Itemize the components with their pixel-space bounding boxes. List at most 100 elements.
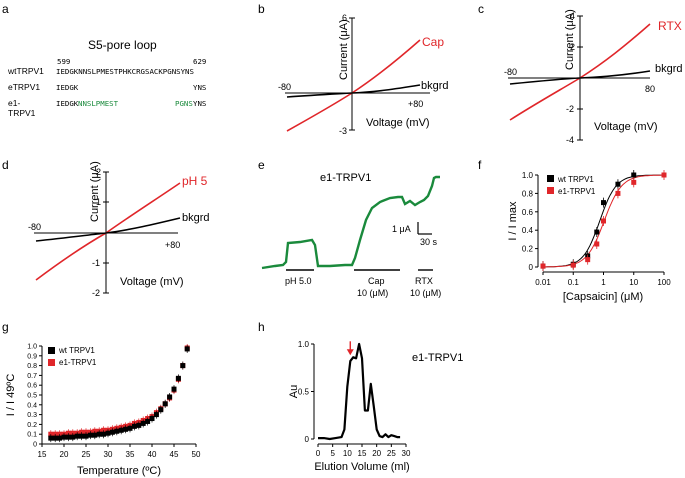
data-point — [101, 427, 107, 433]
panel-letter-g: g — [2, 320, 9, 334]
chart-title: e1-TRPV1 — [412, 352, 463, 364]
x-tick-label: 40 — [148, 450, 157, 459]
data-point — [65, 434, 71, 440]
stim-rtx-conc: 10 (μM) — [410, 288, 441, 298]
bkgrd-current-trace — [509, 70, 651, 85]
panel-b-axes — [285, 17, 430, 131]
panel-letter-e: e — [258, 158, 265, 172]
x-tick-label-right: 80 — [645, 84, 655, 94]
data-point — [175, 376, 181, 382]
y-tick-label-m2: -2 — [566, 104, 574, 114]
data-point — [70, 434, 76, 440]
data-point — [162, 401, 168, 407]
arrow-head-icon — [346, 349, 354, 356]
y-axis-label: I / I max — [507, 201, 519, 241]
data-point — [149, 416, 155, 422]
data-point — [127, 422, 133, 428]
scale-x-label: 30 s — [420, 237, 438, 247]
data-point — [70, 430, 76, 436]
y-tick-label-1: 1 — [96, 197, 101, 207]
data-point — [661, 172, 667, 178]
x-axis-label: Temperature (ºC) — [77, 465, 161, 477]
data-point — [61, 434, 67, 440]
seq-residues: IEDGKNNSLPMESTPHKCRGSACKPGNSYNS — [56, 67, 194, 76]
seq-end-number: 629 — [193, 57, 207, 66]
panel-letter-c: c — [478, 2, 484, 16]
y-tick-label: 0.8 — [27, 363, 37, 370]
seq-row-name: wtTRPV1 — [8, 66, 44, 76]
y-tick-label-2: 2 — [96, 167, 101, 177]
legend-marker — [547, 187, 554, 194]
stim-cap-conc: 10 (μM) — [357, 288, 388, 298]
y-tick-label: 0.8 — [522, 189, 534, 198]
data-point — [180, 363, 186, 369]
data-point — [123, 426, 129, 432]
x-tick-label: 30 — [402, 449, 411, 458]
data-point — [131, 420, 137, 426]
panel-letter-b: b — [258, 2, 265, 16]
data-point — [153, 410, 159, 416]
x-tick-label: 10 — [343, 449, 352, 458]
legend-marker — [48, 359, 55, 366]
e-title: e1-TRPV1 — [320, 172, 371, 184]
x-tick-label: 1 — [601, 278, 606, 287]
data-point — [540, 263, 546, 269]
x-tick-label: 30 — [104, 450, 113, 459]
y-tick-label-m1: -1 — [92, 258, 100, 268]
data-point — [92, 428, 98, 434]
data-point — [83, 429, 89, 435]
y-tick-label-4: 4 — [570, 11, 575, 21]
data-point — [65, 430, 71, 436]
y-tick-label-m2: -2 — [92, 288, 100, 298]
data-point — [105, 430, 111, 436]
y-tick-label: 0.7 — [27, 373, 37, 380]
data-point — [145, 416, 151, 422]
x-tick-label: 20 — [372, 449, 381, 458]
x-tick-label: 15 — [358, 449, 367, 458]
stim-rtx-label: RTX — [415, 276, 433, 286]
data-point — [171, 386, 177, 392]
y-axis-label: Au — [288, 385, 300, 398]
data-point — [114, 425, 120, 431]
data-point — [158, 407, 164, 413]
x-axis-label: Elution Volume (ml) — [314, 461, 409, 473]
y-tick-label: 0.3 — [27, 412, 37, 419]
y-tick-label: 0.4 — [27, 402, 37, 409]
panel-a-sequence-alignment: S5-pore loop 599 629 wtTRPV1 IEDGKNNSLPM… — [0, 0, 250, 150]
seq-row-name: e1-TRPV1 — [8, 98, 36, 118]
rtx-label: RTX — [658, 19, 682, 33]
x-tick-label: 0.1 — [568, 278, 580, 287]
seq-residues-tail: YNS — [193, 99, 207, 108]
seq-residues-green-2: PGNS — [175, 99, 193, 108]
data-point — [570, 262, 576, 268]
y-tick-label: 1.0 — [522, 171, 534, 180]
y-axis-label: Current (μA) — [89, 161, 101, 222]
scale-y-label: 1 μA — [392, 224, 411, 234]
x-tick-label: 5 — [330, 449, 335, 458]
elution-trace — [318, 342, 401, 441]
y-tick-label-bottom: -3 — [339, 126, 347, 136]
data-point — [48, 435, 54, 441]
data-point — [118, 427, 124, 433]
data-point — [52, 435, 58, 441]
y-tick-label-m4: -4 — [566, 135, 574, 145]
seq-residues-green: NNSLPMEST — [78, 99, 119, 108]
data-point — [123, 423, 129, 429]
x-tick-label: 20 — [60, 450, 69, 459]
x-tick-label: 25 — [387, 449, 396, 458]
y-tick-label: 0.5 — [27, 393, 37, 400]
y-tick-label: 0 — [529, 263, 534, 272]
legend-label: wt TRPV1 — [557, 175, 594, 184]
x-tick-label: 0 — [316, 449, 321, 458]
y-tick-label: 0.2 — [522, 245, 534, 254]
x-axis-label: Voltage (mV) — [366, 117, 430, 129]
bkgrd-current-trace — [35, 217, 181, 242]
y-tick-label: 0.5 — [298, 388, 310, 397]
panel-letter-h: h — [258, 320, 265, 334]
y-tick-label: 0 — [33, 442, 37, 449]
seq-residues: IEDGK — [56, 99, 79, 108]
y-tick-label: 0.9 — [27, 353, 37, 360]
rtx-current-trace — [509, 23, 651, 121]
y-tick-label-top: 6 — [342, 13, 347, 23]
legend-marker — [48, 347, 55, 354]
